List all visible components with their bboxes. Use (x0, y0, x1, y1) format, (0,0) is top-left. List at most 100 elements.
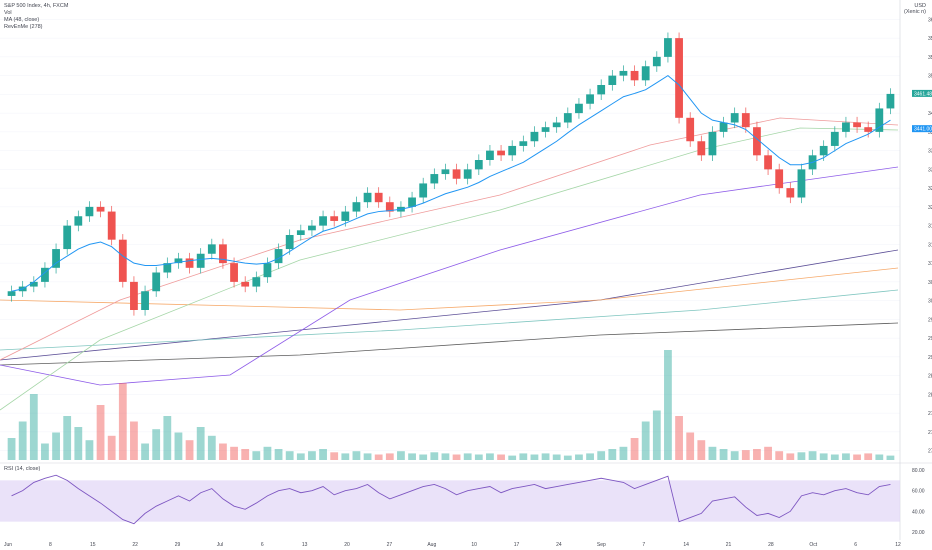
time-tick-label: 21 (726, 542, 732, 548)
candle-body (63, 225, 72, 250)
rsi-band (0, 480, 900, 522)
volume-bar (519, 453, 528, 460)
candle-body (474, 160, 483, 170)
volume-bar (330, 452, 339, 460)
volume-bar (741, 450, 750, 460)
candle-body (664, 38, 672, 57)
volume-bar (274, 449, 283, 460)
volume-bar (185, 440, 194, 460)
volume-bar (786, 453, 795, 460)
candle-body (107, 211, 116, 240)
volume-bar (753, 449, 761, 460)
volume-legend[interactable]: Vol (4, 10, 12, 16)
candle-body (741, 113, 750, 128)
volume-bar (141, 443, 149, 460)
price-tick-label: 3060.00 (928, 280, 932, 286)
volume-bar (497, 454, 505, 460)
candle-body (274, 249, 283, 264)
price-axis[interactable]: 3620.003580.003540.003500.003460.003420.… (928, 17, 932, 454)
candle-body (563, 113, 572, 123)
last-price-text: 3461.48 (914, 91, 932, 97)
volume-bar (352, 451, 361, 460)
time-tick-label: Oct (809, 542, 817, 548)
candle-body (74, 216, 83, 226)
volume-bar (486, 453, 494, 460)
volume-bar (252, 451, 261, 460)
volume-bar (7, 438, 16, 460)
candle-body (586, 94, 594, 104)
ma-legend[interactable]: MA (48, close) (4, 17, 40, 23)
rsi-tick-label: 20.00 (912, 530, 925, 536)
volume-bar (408, 453, 416, 460)
candle-body (819, 145, 828, 156)
price-tick-label: 3620.00 (928, 17, 932, 23)
candle-body (7, 291, 16, 296)
volume-bar (85, 440, 94, 460)
volume-bar (563, 455, 572, 460)
candle-body (708, 131, 717, 156)
time-tick-label: Jun (4, 542, 12, 548)
chart-legend: S&P 500 Index, 4h, FXCM Vol MA (48, clos… (4, 3, 68, 31)
volume-bar (886, 455, 895, 460)
ma-price-tag (912, 125, 932, 133)
volume-bar (864, 453, 873, 460)
time-axis[interactable]: Jun 8 15 22 29 Jul 6 13 20 27 Aug 10 17 24 Sep 7 14 21 28 O… (4, 542, 901, 548)
time-tick-label: 17 (514, 542, 520, 548)
price-tick-label: 2940.00 (928, 336, 932, 342)
moving-average-lines (0, 117, 899, 411)
rsi-legend[interactable]: RSI (14, close) (4, 466, 41, 472)
price-tick-label: 3300.00 (928, 167, 932, 173)
price-tick-label: 3180.00 (928, 224, 932, 230)
candle-body (219, 244, 227, 264)
candle-body (775, 169, 784, 189)
candle-body (207, 244, 216, 254)
volume-bar (552, 454, 561, 460)
volume-bar (819, 453, 828, 460)
candle-body (430, 174, 439, 184)
volume-bar (152, 429, 161, 460)
volume-bar (808, 451, 817, 460)
candle-body (486, 150, 494, 160)
time-tick-label: 24 (556, 542, 562, 548)
volume-bar (241, 449, 250, 460)
currency-label[interactable]: USD (Xenic n) (904, 3, 926, 15)
symbol-title[interactable]: S&P 500 Index, 4h, FXCM (4, 3, 69, 9)
time-tick-label: 20 (344, 542, 350, 548)
candle-body (385, 202, 394, 212)
candle-body (686, 117, 695, 142)
volume-bar (319, 449, 327, 460)
price-tick-label: 3020.00 (928, 299, 932, 305)
volume-bar (308, 451, 316, 460)
candle-body (441, 169, 450, 175)
candle-body (875, 108, 884, 132)
volume-bar (597, 451, 606, 460)
ma48-polyline (11, 75, 891, 292)
volume-bar (530, 454, 539, 460)
time-tick-label: 22 (132, 542, 138, 548)
volume-bar (452, 454, 461, 460)
volume-bar (263, 446, 272, 460)
time-tick-label: 7 (642, 542, 645, 548)
price-tick-label: 3220.00 (928, 205, 932, 211)
candle-body (118, 239, 127, 282)
volume-bar (697, 440, 706, 460)
volume-bar (686, 432, 695, 460)
price-tick-label: 3540.00 (928, 55, 932, 61)
candle-body (719, 122, 728, 132)
volume-bar (219, 443, 227, 460)
candle-body (252, 277, 261, 287)
candle-body (864, 127, 873, 132)
volume-bar (575, 454, 583, 460)
ma2-legend[interactable]: RevEnMe (278) (4, 24, 43, 30)
volume-bar (441, 453, 450, 460)
candle-body (141, 291, 149, 310)
long-ma-line-4 (0, 322, 899, 366)
volume-bar (74, 427, 83, 460)
time-tick-label: 6 (854, 542, 857, 548)
volume-bar (363, 453, 372, 460)
volume-bar (875, 454, 884, 460)
volume-bar (764, 446, 772, 460)
candle-body (29, 281, 38, 287)
